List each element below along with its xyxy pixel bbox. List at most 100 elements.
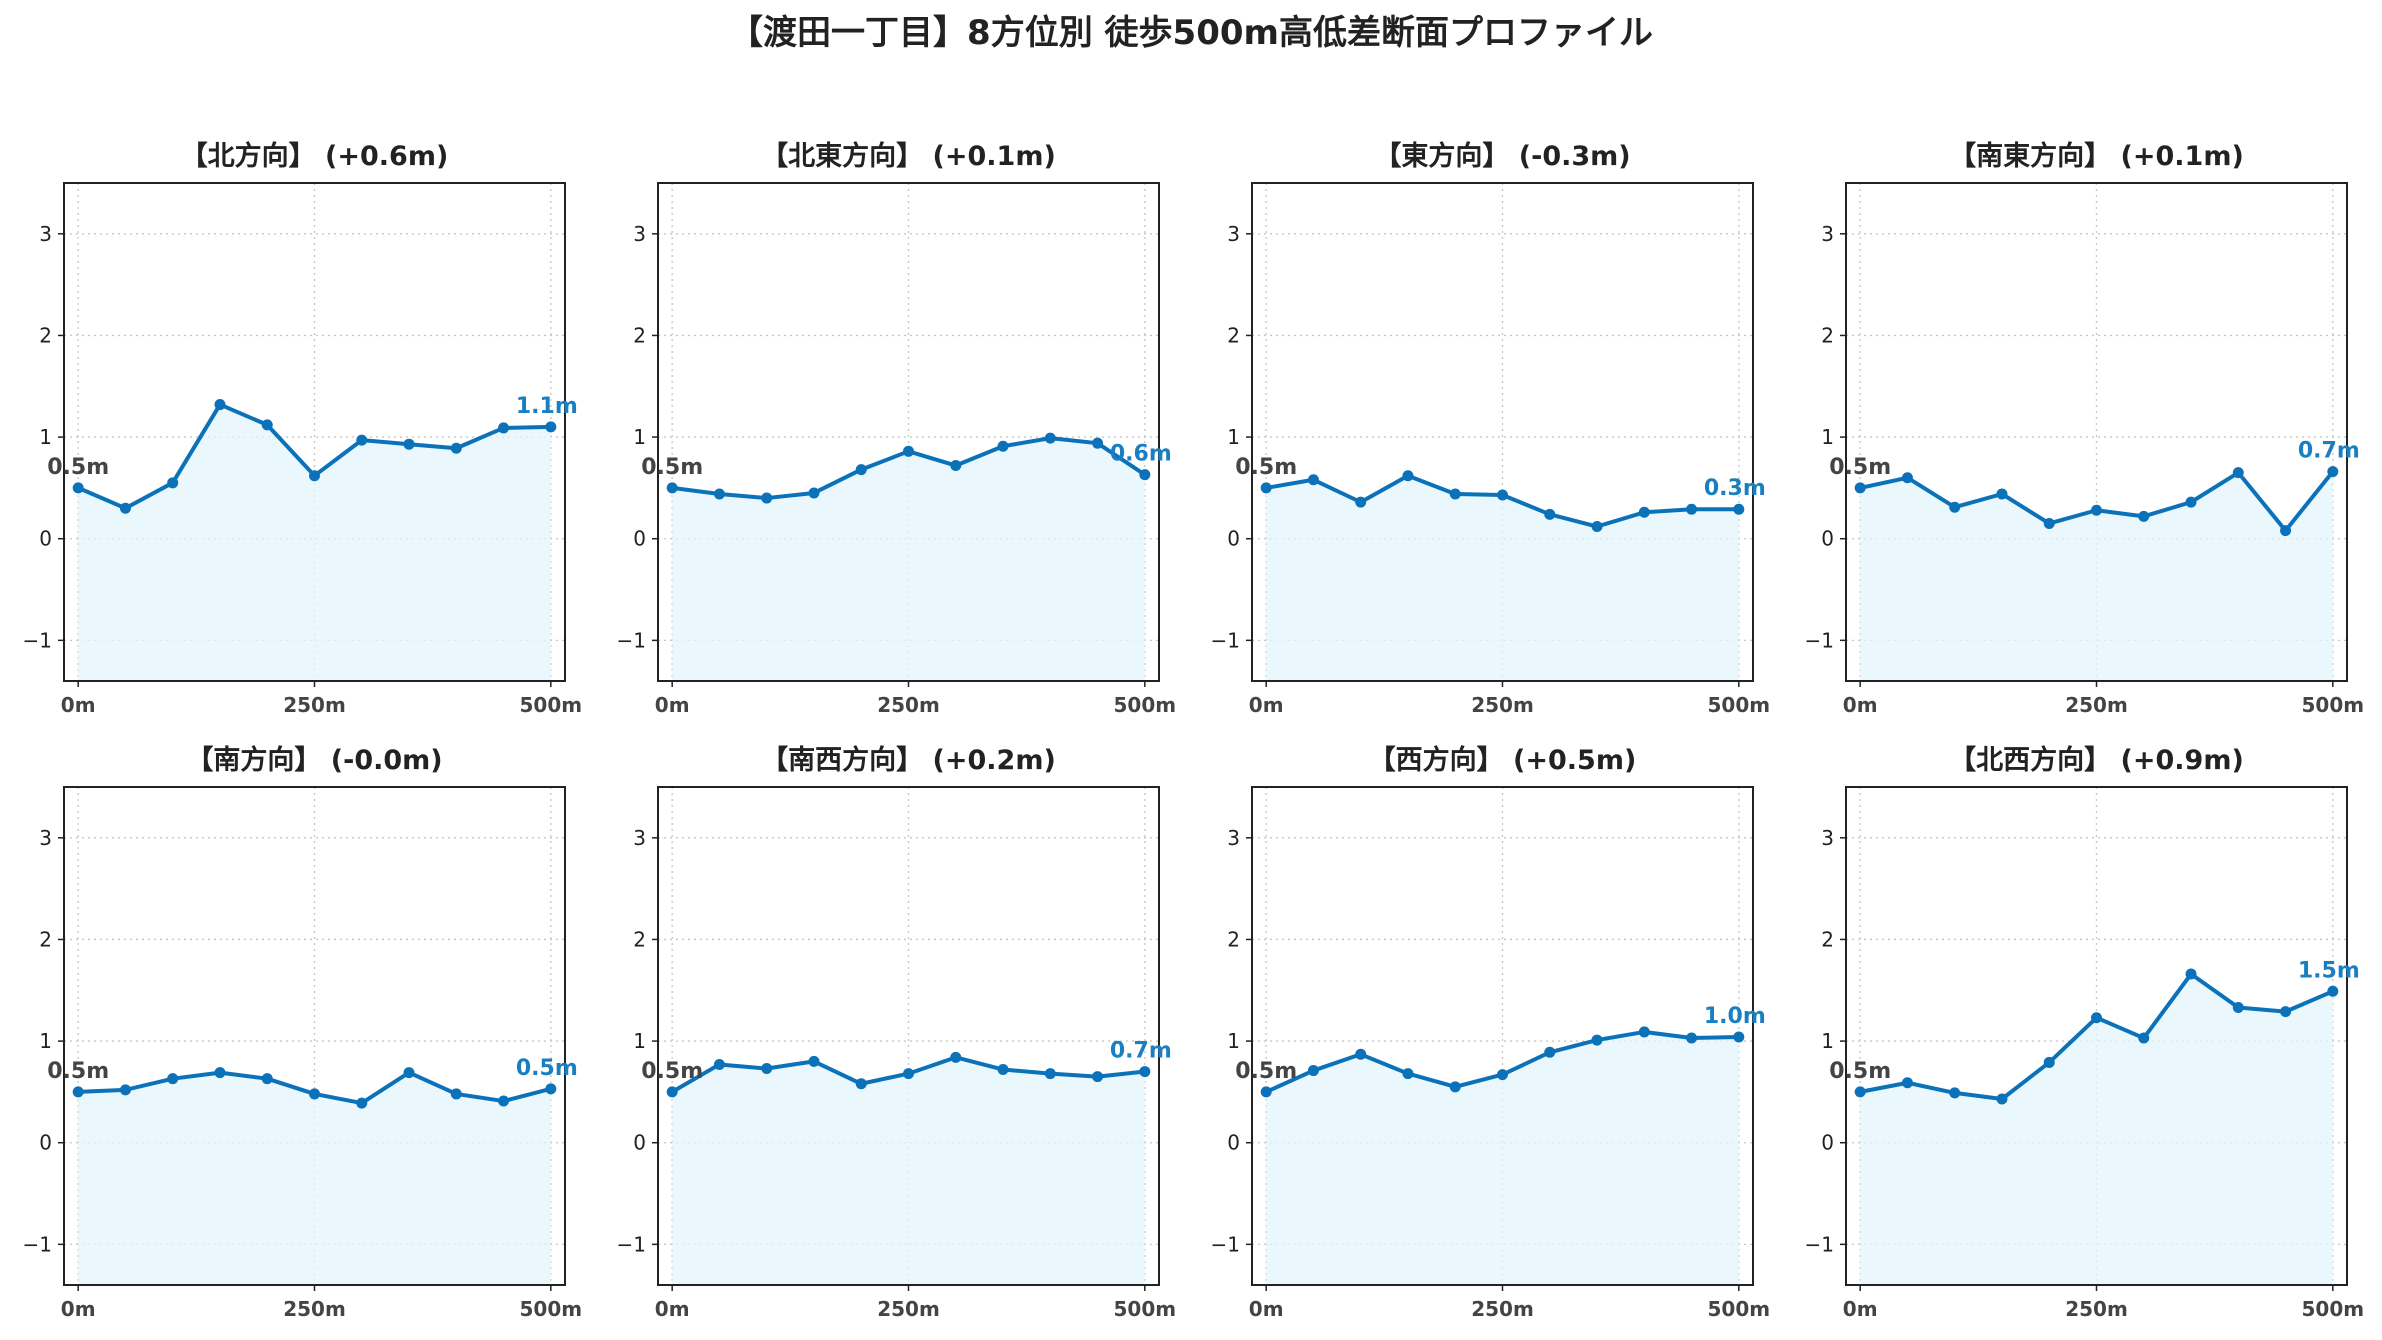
data-point [997, 1064, 1009, 1076]
elevation-area [672, 438, 1145, 681]
data-point [1854, 1086, 1866, 1098]
start-elevation-label: 0.5m [1235, 1059, 1297, 1084]
data-point [2138, 1032, 2150, 1044]
data-point [214, 1067, 226, 1079]
start-elevation-label: 0.5m [47, 1059, 109, 1084]
y-tick-label: 2 [1227, 927, 1240, 951]
data-point [1092, 1071, 1104, 1083]
chart-panel-5: 【南方向】 (-0.0m) −1 0 1 2 3 0m 250m 500m 0.5m 0.5m [23, 744, 583, 1321]
chart-panel-4: 【南東方向】 (+0.1m) −1 0 1 2 3 0m 250m 500m 0.5m 0.7m [1805, 140, 2365, 717]
data-point [1139, 469, 1151, 481]
y-tick-label: 3 [633, 826, 646, 850]
data-point [1260, 482, 1272, 494]
data-point [356, 1097, 368, 1109]
y-tick-label: 1 [633, 425, 646, 449]
data-point [214, 399, 226, 411]
data-point [403, 438, 415, 450]
end-elevation-label: 0.5m [516, 1056, 578, 1081]
data-point [808, 487, 820, 499]
data-point [1544, 1046, 1556, 1058]
data-point [997, 440, 1009, 452]
data-point [1949, 1087, 1961, 1099]
data-point [1044, 1068, 1056, 1080]
x-tick-label: 500m [520, 1297, 583, 1321]
x-tick-label: 250m [283, 693, 346, 717]
end-elevation-label: 0.6m [1110, 442, 1172, 467]
x-tick-label: 250m [877, 1297, 940, 1321]
start-elevation-label: 0.5m [1235, 455, 1297, 480]
x-tick-label: 0m [1843, 693, 1878, 717]
data-point [1996, 1093, 2008, 1105]
x-tick-label: 500m [2302, 1297, 2365, 1321]
data-point [72, 482, 84, 494]
data-point [1901, 1077, 1913, 1089]
y-tick-label: −1 [1211, 628, 1240, 652]
data-point [545, 421, 557, 433]
elevation-area [672, 1057, 1145, 1285]
elevation-area [1860, 974, 2333, 1285]
data-point [2043, 1056, 2055, 1068]
elevation-area [78, 404, 551, 681]
data-point [1996, 488, 2008, 500]
y-tick-label: 2 [633, 323, 646, 347]
data-point [1544, 508, 1556, 520]
x-tick-label: 500m [520, 693, 583, 717]
start-elevation-label: 0.5m [641, 1059, 703, 1084]
y-tick-label: 2 [1821, 927, 1834, 951]
y-tick-label: 1 [1821, 425, 1834, 449]
data-point [309, 1088, 320, 1100]
data-point [1449, 488, 1461, 500]
panel-title: 【東方向】 (-0.3m) [1374, 140, 1630, 172]
x-tick-label: 0m [61, 1297, 96, 1321]
elevation-area [1266, 1031, 1739, 1285]
data-point [1139, 1066, 1151, 1078]
x-tick-label: 0m [1843, 1297, 1878, 1321]
y-tick-label: 1 [1821, 1029, 1834, 1053]
y-tick-label: 0 [1821, 527, 1834, 551]
data-point [666, 1086, 678, 1098]
data-point [1497, 1069, 1508, 1081]
y-tick-label: −1 [23, 628, 52, 652]
data-point [1307, 474, 1319, 486]
y-tick-label: 2 [1821, 323, 1834, 347]
data-point [1733, 503, 1745, 515]
data-point [666, 482, 678, 494]
chart-panel-1: 【北方向】 (+0.6m) −1 0 1 2 3 0m 250m 500m 0.5m 1.1m [23, 140, 583, 717]
data-point [2185, 968, 2197, 980]
data-point [450, 442, 462, 454]
data-point [1355, 1048, 1367, 1060]
y-tick-label: 2 [633, 927, 646, 951]
data-point [2280, 1006, 2292, 1018]
y-tick-label: 3 [39, 826, 52, 850]
y-tick-label: 3 [1821, 826, 1834, 850]
x-tick-label: 250m [1471, 693, 1534, 717]
x-tick-label: 0m [655, 693, 690, 717]
x-tick-label: 0m [61, 693, 96, 717]
data-point [1638, 506, 1650, 518]
data-point [2280, 525, 2292, 537]
x-tick-label: 0m [1249, 1297, 1284, 1321]
data-point [1402, 470, 1414, 482]
data-point [950, 1051, 962, 1063]
elevation-area [78, 1072, 551, 1285]
data-point [903, 445, 914, 457]
y-tick-label: 0 [1821, 1131, 1834, 1155]
x-tick-label: 500m [1708, 1297, 1771, 1321]
data-point [261, 1073, 273, 1085]
elevation-area [1860, 471, 2333, 681]
chart-panel-3: 【東方向】 (-0.3m) −1 0 1 2 3 0m 250m 500m 0.5m 0.3m [1211, 140, 1771, 717]
data-point [2232, 1002, 2244, 1014]
y-tick-label: 0 [39, 527, 52, 551]
y-tick-label: 1 [633, 1029, 646, 1053]
data-point [1449, 1081, 1461, 1093]
start-elevation-label: 0.5m [1829, 455, 1891, 480]
y-tick-label: 0 [39, 1131, 52, 1155]
chart-panel-7: 【西方向】 (+0.5m) −1 0 1 2 3 0m 250m 500m 0.5m 1.0m [1211, 744, 1771, 1321]
data-point [1307, 1065, 1319, 1077]
data-point [119, 1084, 131, 1096]
data-point [808, 1055, 820, 1067]
chart-panel-2: 【北東方向】 (+0.1m) −1 0 1 2 3 0m 250m 500m 0.5m 0.6m [617, 140, 1177, 717]
y-tick-label: 3 [1227, 826, 1240, 850]
data-point [1092, 437, 1104, 449]
